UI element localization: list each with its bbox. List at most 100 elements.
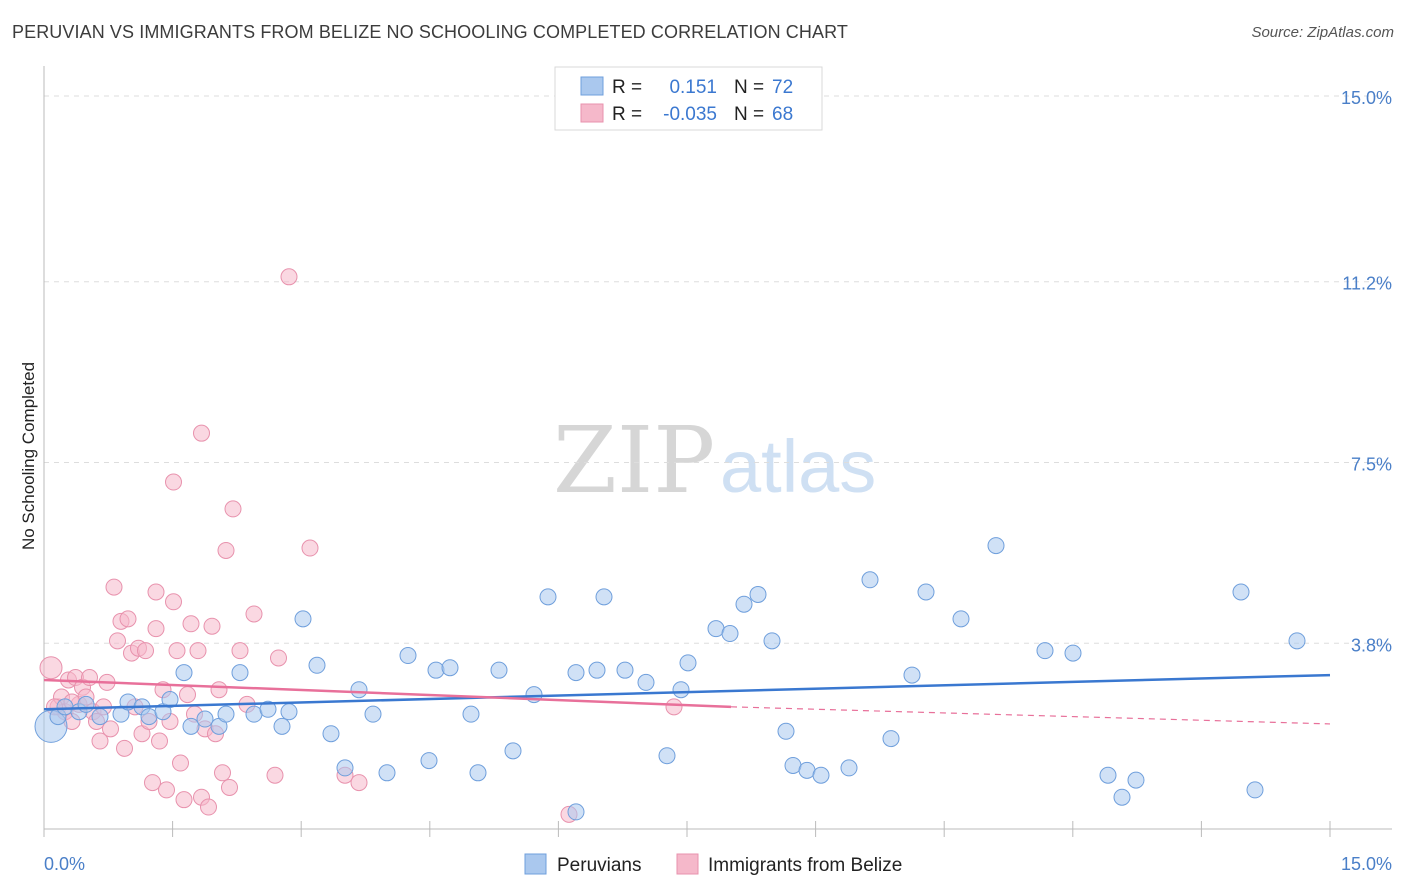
peruvian-point [1127,771,1145,789]
x-tick-labels: 0.0% 15.0% [43,821,1392,874]
belize-point [39,656,63,680]
belize-point [147,583,165,601]
chart-source: Source: ZipAtlas.com [1251,24,1394,41]
belize-point [105,578,123,596]
x-tick-label: 0.0% [44,854,85,874]
peruvian-point [231,664,249,682]
bottom-legend-label-belize: Immigrants from Belize [708,855,902,876]
x-tick-label: 15.0% [1341,854,1392,874]
peruvian-point [721,625,739,643]
peruvian-point [280,703,298,721]
peruvian-trend-line [43,673,1331,711]
belize-point [224,500,242,518]
belize-point [144,774,161,792]
data-points [34,268,1306,823]
y-tick-label: 11.2% [1342,274,1392,294]
peruvian-point [749,585,767,603]
belize-point [210,681,228,699]
peruvian-point [259,700,277,718]
y-tick-labels: 3.8% 7.5% 11.2% 15.0% [1341,88,1392,655]
belize-point [665,698,683,716]
belize-point [217,541,235,559]
belize-point [189,642,207,660]
peruvian-point [1288,632,1306,650]
peruvian-point [903,666,921,684]
peruvian-point [952,610,970,628]
peruvian-point [294,610,312,628]
belize-point [270,649,287,667]
peruvian-point [595,588,613,606]
peruvian-point [861,571,879,589]
axes [43,66,1392,830]
peruvian-point [420,752,438,770]
trend-lines [43,673,1331,725]
peruvian-point [812,766,830,784]
belize-point [172,754,189,772]
peruvian-point [462,705,480,723]
peruvian-point [567,803,585,821]
peruvian-point [336,759,354,777]
peruvian-point [987,537,1005,555]
peruvian-point [504,742,522,760]
belize-point [200,798,217,816]
legend-r-label-2: R = [612,104,642,125]
peruvian-point [1246,781,1264,799]
peruvian-point [1232,583,1250,601]
y-tick-label: 3.8% [1351,635,1392,655]
belize-point [91,732,109,750]
peruvian-point [672,681,690,699]
belize-point [193,424,210,442]
y-axis-label: No Schooling Completed [19,362,38,550]
peruvian-point [182,717,200,735]
peruvian-point [273,717,291,735]
peruvian-point [322,725,340,743]
belize-trend-line [43,678,732,709]
peruvian-point [1036,642,1054,660]
belize-point [102,720,119,738]
watermark-zip: ZIP [553,407,715,514]
belize-point [266,766,284,784]
peruvian-point [196,710,214,728]
belize-point [165,593,182,611]
belize-point [203,617,221,635]
peruvian-point [616,661,634,679]
belize-point [280,268,298,286]
belize-point [231,642,249,660]
peruvian-point [567,664,585,682]
peruvian-point [364,705,382,723]
legend-n-value-1: 72 [772,77,793,98]
belize-point [147,620,165,638]
peruvian-point [175,664,193,682]
belize-point [350,774,368,792]
belize-point [175,791,193,809]
peruvian-point [1113,788,1131,806]
legend-swatch-peruvians [580,76,604,96]
legend-swatch-belize [580,103,604,123]
peruvian-point [539,588,557,606]
legend-r-value-1: 0.151 [669,77,717,98]
peruvian-point [91,708,109,726]
grid-lines [44,95,1392,644]
bottom-legend-label-peruvians: Peruvians [557,855,642,876]
legend-n-label-2: N = [734,104,764,125]
peruvian-point [763,632,781,650]
bottom-legend: Peruvians Immigrants from Belize [524,853,902,876]
belize-trend-extension [730,706,1331,725]
belize-point [109,632,126,650]
chart-title: PERUVIAN VS IMMIGRANTS FROM BELIZE NO SC… [12,22,848,42]
peruvian-point [679,654,697,672]
peruvian-point [217,705,235,723]
peruvian-point [77,695,95,713]
belize-point [168,642,186,660]
watermark: ZIP atlas [553,407,876,514]
belize-point [221,778,238,796]
peruvian-point [777,722,795,740]
belize-point [116,739,133,757]
watermark-atlas: atlas [720,425,876,508]
y-tick-label: 7.5% [1351,455,1392,475]
peruvian-point [308,656,326,674]
belize-point [158,781,175,799]
belize-point [151,732,168,750]
peruvian-point [1064,644,1082,662]
